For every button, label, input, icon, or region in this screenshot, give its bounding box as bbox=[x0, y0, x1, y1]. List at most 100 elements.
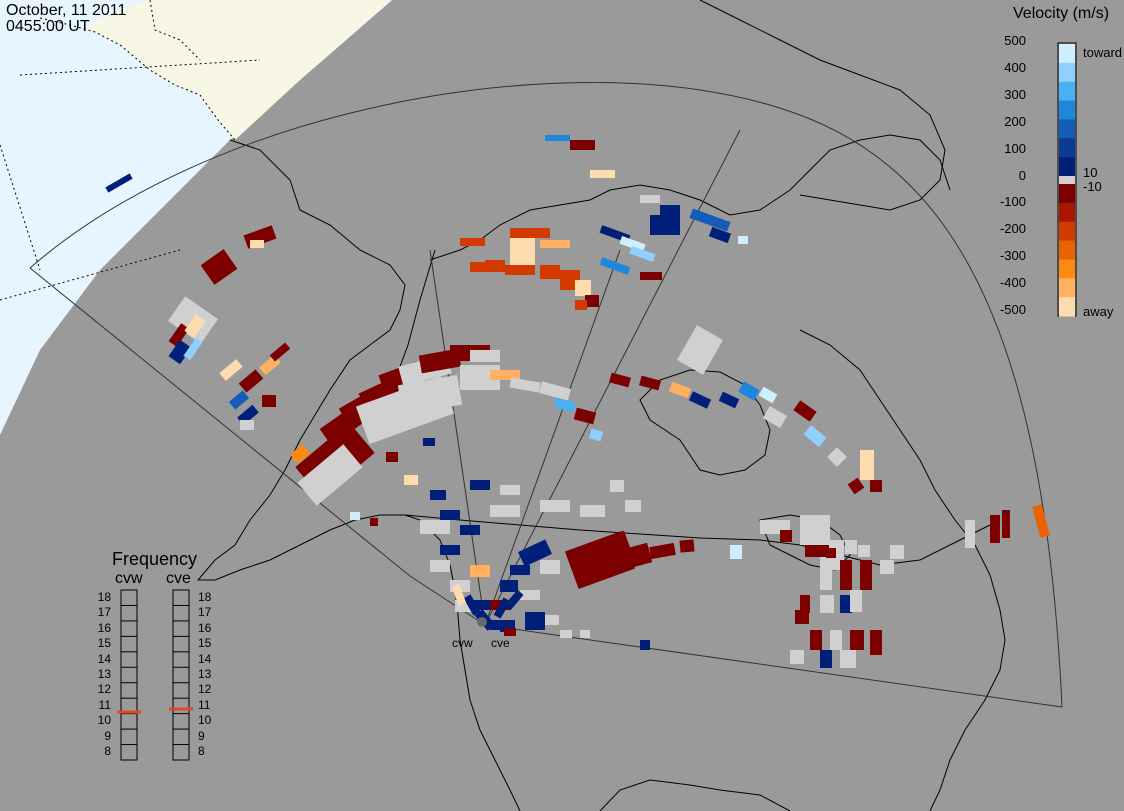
scatter-echo-cell bbox=[580, 505, 605, 517]
colorbar-away-band bbox=[1059, 297, 1075, 317]
scatter-echo-cell bbox=[840, 595, 852, 613]
scatter-echo-cell bbox=[520, 590, 540, 600]
scatter-echo-cell bbox=[780, 530, 792, 542]
scatter-echo-cell bbox=[860, 450, 874, 480]
scatter-echo-cell bbox=[460, 238, 485, 246]
freq-tick-label-cvw: 8 bbox=[104, 744, 111, 759]
freq-tick-marks bbox=[121, 604, 189, 746]
scatter-echo-cell bbox=[463, 594, 481, 616]
scatter-echo-cell bbox=[184, 314, 206, 338]
scatter-echo-cell bbox=[509, 377, 541, 393]
freq-tick-label-cvw: 17 bbox=[97, 605, 111, 620]
scatter-echo-cell bbox=[590, 170, 615, 178]
scatter-echo-cell bbox=[510, 228, 550, 238]
scatter-echo-cell bbox=[420, 520, 450, 534]
scatter-echo-cell bbox=[840, 650, 856, 668]
time-label: 0455:00 UT bbox=[6, 18, 90, 35]
scatter-echo-cell bbox=[238, 369, 264, 393]
scatter-echo-cell bbox=[990, 515, 1000, 543]
radar-site-marker bbox=[477, 617, 487, 627]
scatter-echo-cell bbox=[870, 630, 882, 655]
scatter-echo-cell bbox=[805, 545, 829, 557]
scatter-echo-cell bbox=[168, 323, 190, 347]
daylight-coast bbox=[39, 0, 236, 141]
scatter-echo-cell bbox=[490, 505, 520, 517]
scatter-echo-cell bbox=[538, 381, 572, 401]
freq-tick-label-cvw: 10 bbox=[97, 713, 111, 728]
colorbar-toward-band bbox=[1059, 119, 1075, 139]
velocity-tick-label: -300 bbox=[999, 248, 1026, 264]
scatter-echo-cell bbox=[219, 359, 243, 381]
scatter-echo-cell bbox=[718, 391, 740, 409]
scatter-echo-cell bbox=[650, 215, 680, 235]
scatter-echo-cell bbox=[575, 280, 591, 296]
freq-tick-label-cve: 14 bbox=[198, 651, 212, 666]
scatter-echo-cell bbox=[540, 560, 560, 574]
colorbar-zero-band bbox=[1059, 176, 1075, 184]
scatter-echo-cell bbox=[440, 545, 460, 555]
scatter-echo-cell bbox=[677, 325, 723, 375]
scatter-echo-cell bbox=[423, 438, 435, 446]
freq-bar-cvw bbox=[120, 589, 138, 761]
scatter-echo-cell bbox=[820, 650, 832, 668]
scatter-echo-cell bbox=[639, 375, 661, 391]
daylight-gridlines bbox=[0, 59, 261, 301]
site-label-cve: cve bbox=[491, 636, 510, 650]
scatter-echo-cell bbox=[545, 615, 559, 625]
scatter-echo-cell bbox=[240, 420, 254, 430]
scatter-echo-cell bbox=[493, 597, 511, 619]
scatter-echo-cell bbox=[490, 620, 515, 630]
frequency-radar-cve: cve bbox=[166, 570, 191, 587]
scatter-echo-cell bbox=[845, 540, 857, 554]
scatter-echo-cell bbox=[640, 195, 660, 203]
freq-tick-label-cve: 15 bbox=[198, 636, 212, 651]
scatter-echo-cell bbox=[269, 342, 291, 362]
scatter-echo-cell bbox=[510, 565, 530, 575]
scatter-echo-cell bbox=[297, 444, 363, 506]
scatter-echo-cell bbox=[470, 565, 490, 577]
scatter-echo-cell bbox=[762, 405, 788, 429]
freq-tick-label-cve: 9 bbox=[198, 728, 205, 743]
scatter-echo-cell bbox=[688, 391, 712, 409]
freq-tick-label-cve: 12 bbox=[198, 682, 212, 697]
freq-tick-label-cvw: 16 bbox=[97, 620, 111, 635]
freq-tick-label-cve: 8 bbox=[198, 744, 205, 759]
scatter-echo-cell bbox=[820, 595, 834, 613]
velocity-tick-label: 0 bbox=[1018, 167, 1026, 183]
freq-tick-label-cve: 17 bbox=[198, 605, 212, 620]
frequency-radar-cvw: cvw bbox=[115, 570, 143, 587]
scatter-echo-cell bbox=[370, 518, 378, 526]
scatter-echo-cell bbox=[228, 390, 250, 410]
fov-right-edge bbox=[484, 624, 1063, 708]
scatter-echo-cell bbox=[625, 500, 641, 512]
colorbar-toward-band bbox=[1059, 62, 1075, 83]
scatter-echo-cell bbox=[1002, 510, 1010, 538]
scatter-echo-cell bbox=[505, 265, 535, 275]
scatter-echo-cell bbox=[560, 630, 572, 638]
scatter-echo-cell bbox=[870, 480, 882, 492]
freq-tick-label-cve: 13 bbox=[198, 667, 212, 681]
scatter-echo-cell bbox=[504, 628, 516, 636]
colorbar-toward-band bbox=[1059, 100, 1075, 120]
scatter-echo-cell bbox=[830, 630, 842, 650]
scatter-echo-cell bbox=[847, 477, 865, 495]
velocity-colorbar bbox=[1057, 42, 1077, 317]
scatter-echo-cell bbox=[573, 407, 597, 425]
scatter-echo-cell bbox=[795, 610, 809, 624]
scatter-echo-cell bbox=[490, 370, 520, 380]
scatter-echo-cell bbox=[850, 590, 862, 612]
coastline-alaska bbox=[196, 139, 406, 581]
scatter-echo-cell bbox=[827, 447, 847, 467]
scatter-echo-cell bbox=[200, 249, 238, 285]
scatter-echo-cell bbox=[818, 527, 830, 537]
scatter-echo-cell bbox=[640, 640, 650, 650]
scatter-echo-cell bbox=[386, 452, 398, 462]
scatter-echo-cell bbox=[500, 580, 518, 592]
scatter-echo-cell bbox=[451, 584, 467, 606]
scatter-echo-cell bbox=[629, 245, 656, 263]
scatter-echo-cell bbox=[610, 480, 624, 492]
scatter-echo-cell bbox=[820, 560, 832, 590]
velocity-tick-label: 300 bbox=[1004, 86, 1026, 102]
coastline-greenland bbox=[699, 0, 946, 211]
freq-bar-cve bbox=[172, 589, 190, 761]
